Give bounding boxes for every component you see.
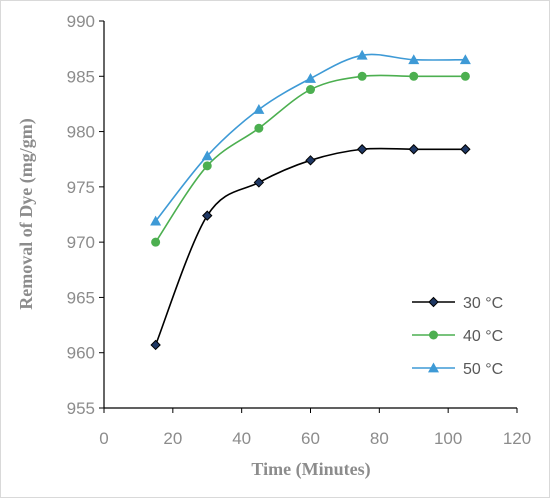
- data-point: [305, 155, 316, 166]
- y-tick-label: 985: [67, 67, 95, 86]
- data-point: [460, 144, 471, 155]
- y-tick-label: 965: [67, 288, 95, 307]
- y-tick-label: 960: [67, 344, 95, 363]
- data-point: [408, 54, 420, 65]
- legend-marker: [429, 330, 438, 340]
- data-point: [356, 144, 368, 155]
- axes: 955 960 965 970 975 980 985 990 0 20 40 60 80 100 120: [67, 12, 532, 448]
- y-tick-label: 990: [67, 12, 95, 31]
- data-point: [254, 123, 264, 133]
- series-3: [150, 49, 471, 226]
- data-point: [459, 54, 471, 65]
- data-point: [150, 215, 162, 226]
- series-layer: [150, 49, 471, 351]
- legend-item: 50 °C: [412, 361, 503, 378]
- data-point: [151, 237, 161, 247]
- data-point: [202, 210, 213, 221]
- legend-marker: [428, 362, 439, 373]
- legend: 30 °C 40 °C 50 °C: [412, 295, 503, 378]
- x-tick-label: 100: [434, 429, 462, 448]
- data-point: [305, 72, 316, 83]
- x-tick-label: 40: [232, 429, 251, 448]
- data-point: [150, 339, 161, 351]
- x-tick-label: 120: [503, 429, 531, 448]
- x-tick-label: 20: [163, 429, 182, 448]
- series-1: [150, 144, 471, 351]
- y-tick-label: 975: [67, 178, 95, 197]
- x-axis-title: Time (Minutes): [251, 459, 370, 480]
- data-point: [306, 85, 315, 95]
- legend-marker: [428, 296, 439, 308]
- legend-label: 50 °C: [463, 361, 503, 378]
- series-2: [151, 71, 470, 247]
- x-tick-label: 0: [99, 429, 108, 448]
- data-point: [357, 71, 367, 81]
- data-point: [408, 144, 419, 155]
- data-point: [253, 177, 265, 188]
- x-tick-label: 80: [370, 429, 389, 448]
- y-tick-label: 955: [67, 399, 95, 418]
- data-point: [460, 71, 470, 81]
- data-point: [202, 161, 212, 171]
- data-point: [253, 103, 265, 114]
- data-point: [201, 150, 213, 161]
- y-tick-label: 980: [67, 123, 95, 142]
- y-tick-label: 970: [67, 233, 95, 252]
- data-point: [356, 49, 368, 60]
- legend-label: 30 °C: [463, 295, 503, 312]
- legend-item: 40 °C: [412, 328, 503, 345]
- x-tick-label: 60: [301, 429, 320, 448]
- legend-label: 40 °C: [463, 328, 503, 345]
- data-point: [409, 71, 419, 81]
- legend-item: 30 °C: [412, 295, 503, 312]
- y-axis-title: Removal of Dye (mg/gm): [16, 118, 37, 309]
